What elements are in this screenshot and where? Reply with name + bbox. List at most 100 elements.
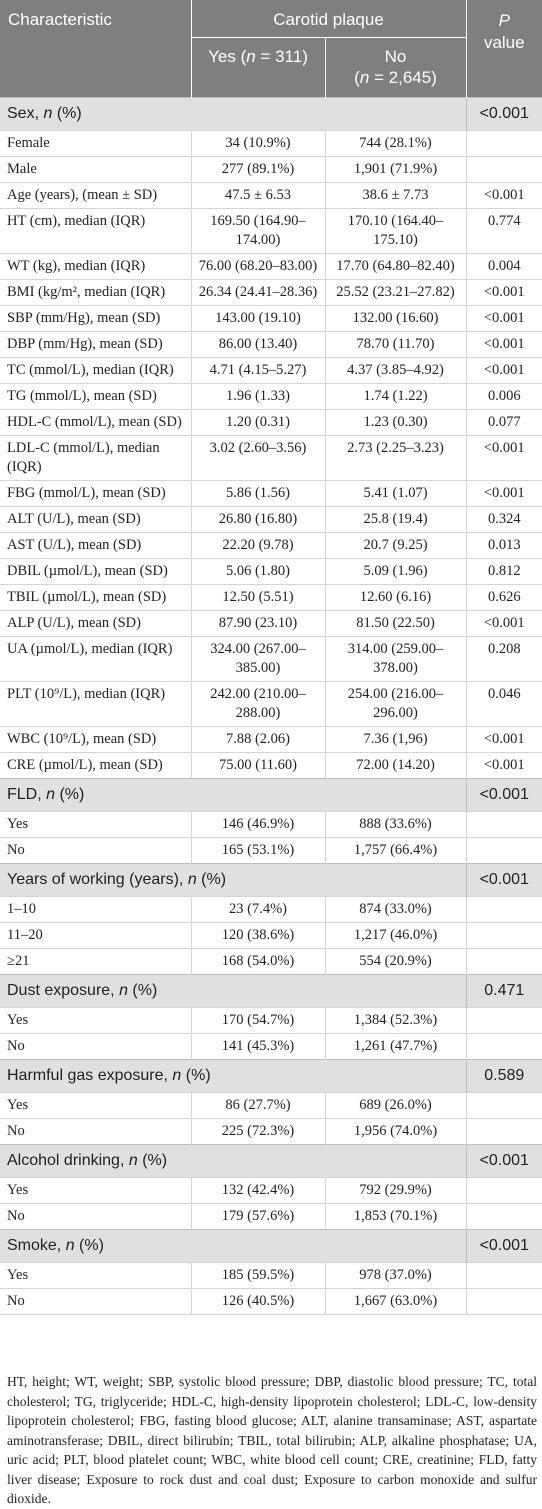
yes-value: 225 (72.3%) [190, 1118, 325, 1145]
section-p-value: <0.001 [465, 97, 542, 131]
p-value: 0.006 [465, 383, 542, 410]
no-value: 744 (28.1%) [324, 130, 467, 157]
section-p-value: 0.471 [465, 974, 542, 1008]
table-row: ALP (U/L), mean (SD) 87.90 (23.10) 81.50 (… [0, 610, 542, 637]
p-value: <0.001 [465, 357, 542, 384]
p-value [465, 811, 542, 838]
table-row: HDL-C (mmol/L), mean (SD) 1.20 (0.31) 1.23… [0, 409, 542, 436]
section-p-value: <0.001 [465, 1229, 542, 1263]
yes-value: 76.00 (68.20–83.00) [190, 253, 325, 280]
row-label: UA (µmol/L), median (IQR) [0, 636, 191, 682]
no-value: 5.09 (1.96) [324, 558, 467, 585]
yes-value: 120 (38.6%) [190, 922, 325, 949]
table-row: Age (years), (mean ± SD) 47.5 ± 6.53 38.6 … [0, 182, 542, 209]
table-row: No 225 (72.3%) 1,956 (74.0%) [0, 1118, 542, 1145]
section-p-value: <0.001 [465, 1144, 542, 1178]
table-row: No 165 (53.1%) 1,757 (66.4%) [0, 837, 542, 864]
row-label: HT (cm), median (IQR) [0, 208, 191, 254]
row-label: ALT (U/L), mean (SD) [0, 506, 191, 533]
no-value: 1,901 (71.9%) [324, 156, 467, 183]
table-row: 1–10 23 (7.4%) 874 (33.0%) [0, 896, 542, 923]
yes-value: 23 (7.4%) [190, 896, 325, 923]
row-label: HDL-C (mmol/L), mean (SD) [0, 409, 191, 436]
yes-value: 5.06 (1.80) [190, 558, 325, 585]
section-header-row: Alcohol drinking, n (%) <0.001 [0, 1144, 542, 1178]
table-row: Yes 132 (42.4%) 792 (29.9%) [0, 1177, 542, 1204]
yes-value: 169.50 (164.90–174.00) [190, 208, 325, 254]
no-value: 81.50 (22.50) [324, 610, 467, 637]
table-row: UA (µmol/L), median (IQR) 324.00 (267.00–… [0, 636, 542, 682]
no-value: 1.74 (1.22) [324, 383, 467, 410]
table-row: BMI (kg/m², median (IQR) 26.34 (24.41–28.… [0, 279, 542, 306]
yes-value: 165 (53.1%) [190, 837, 325, 864]
no-value: 2.73 (2.25–3.23) [324, 435, 467, 481]
table-row: No 126 (40.5%) 1,667 (63.0%) [0, 1288, 542, 1315]
no-value: 1.23 (0.30) [324, 409, 467, 436]
p-value: 0.077 [465, 409, 542, 436]
table-row: Yes 146 (46.9%) 888 (33.6%) [0, 811, 542, 838]
yes-value: 1.20 (0.31) [190, 409, 325, 436]
yes-value: 86.00 (13.40) [190, 331, 325, 358]
section-header-row: Harmful gas exposure, n (%) 0.589 [0, 1059, 542, 1093]
yes-value: 242.00 (210.00–288.00) [190, 681, 325, 727]
section-label: Sex, n (%) [0, 97, 467, 131]
yes-value: 47.5 ± 6.53 [190, 182, 325, 209]
row-label: Yes [0, 811, 191, 838]
no-value: 20.7 (9.25) [324, 532, 467, 559]
no-value: 554 (20.9%) [324, 948, 467, 975]
p-value [465, 837, 542, 864]
no-value: 1,261 (47.7%) [324, 1033, 467, 1060]
table-body: Sex, n (%) <0.001 Female 34 (10.9%) 744 (28.… [0, 97, 542, 1315]
row-label: No [0, 1118, 191, 1145]
p-value [465, 1118, 542, 1145]
yes-value: 146 (46.9%) [190, 811, 325, 838]
yes-value: 22.20 (9.78) [190, 532, 325, 559]
section-p-value: <0.001 [465, 863, 542, 897]
yes-value: 143.00 (19.10) [190, 305, 325, 332]
row-label: FBG (mmol/L), mean (SD) [0, 480, 191, 507]
section-header-row: Sex, n (%) <0.001 [0, 97, 542, 131]
p-value: <0.001 [465, 752, 542, 779]
row-label: No [0, 1203, 191, 1230]
section-label: Dust exposure, n (%) [0, 974, 467, 1008]
p-value [465, 896, 542, 923]
row-label: DBP (mm/Hg), mean (SD) [0, 331, 191, 358]
table-row: TC (mmol/L), median (IQR) 4.71 (4.15–5.27… [0, 357, 542, 384]
section-label: FLD, n (%) [0, 778, 467, 812]
table-row: CRE (µmol/L), mean (SD) 75.00 (11.60) 72.0… [0, 752, 542, 779]
no-value: 1,956 (74.0%) [324, 1118, 467, 1145]
yes-value: 170 (54.7%) [190, 1007, 325, 1034]
section-label: Alcohol drinking, n (%) [0, 1144, 467, 1178]
header-no: No (n = 2,645) [325, 37, 467, 98]
row-label: LDL-C (mmol/L), median (IQR) [0, 435, 191, 481]
p-value: 0.626 [465, 584, 542, 611]
yes-value: 3.02 (2.60–3.56) [190, 435, 325, 481]
row-label: 1–10 [0, 896, 191, 923]
no-value: 978 (37.0%) [324, 1262, 467, 1289]
table-row: WT (kg), median (IQR) 76.00 (68.20–83.00)… [0, 253, 542, 280]
yes-value: 168 (54.0%) [190, 948, 325, 975]
p-value: 0.013 [465, 532, 542, 559]
no-value: 132.00 (16.60) [324, 305, 467, 332]
yes-value: 12.50 (5.51) [190, 584, 325, 611]
yes-value: 126 (40.5%) [190, 1288, 325, 1315]
yes-value: 34 (10.9%) [190, 130, 325, 157]
no-value: 1,384 (52.3%) [324, 1007, 467, 1034]
row-label: SBP (mm/Hg), mean (SD) [0, 305, 191, 332]
table-row: No 179 (57.6%) 1,853 (70.1%) [0, 1203, 542, 1230]
table-row: LDL-C (mmol/L), median (IQR) 3.02 (2.60–3… [0, 435, 542, 481]
section-header-row: FLD, n (%) <0.001 [0, 778, 542, 812]
row-label: No [0, 1033, 191, 1060]
p-value [465, 1203, 542, 1230]
table-row: Yes 170 (54.7%) 1,384 (52.3%) [0, 1007, 542, 1034]
no-value: 792 (29.9%) [324, 1177, 467, 1204]
table-row: PLT (10⁹/L), median (IQR) 242.00 (210.00–… [0, 681, 542, 727]
p-value: <0.001 [465, 435, 542, 481]
yes-value: 277 (89.1%) [190, 156, 325, 183]
table-row: Male 277 (89.1%) 1,901 (71.9%) [0, 156, 542, 183]
row-label: BMI (kg/m², median (IQR) [0, 279, 191, 306]
section-header-row: Smoke, n (%) <0.001 [0, 1229, 542, 1263]
no-value: 170.10 (164.40–175.10) [324, 208, 467, 254]
no-value: 1,757 (66.4%) [324, 837, 467, 864]
